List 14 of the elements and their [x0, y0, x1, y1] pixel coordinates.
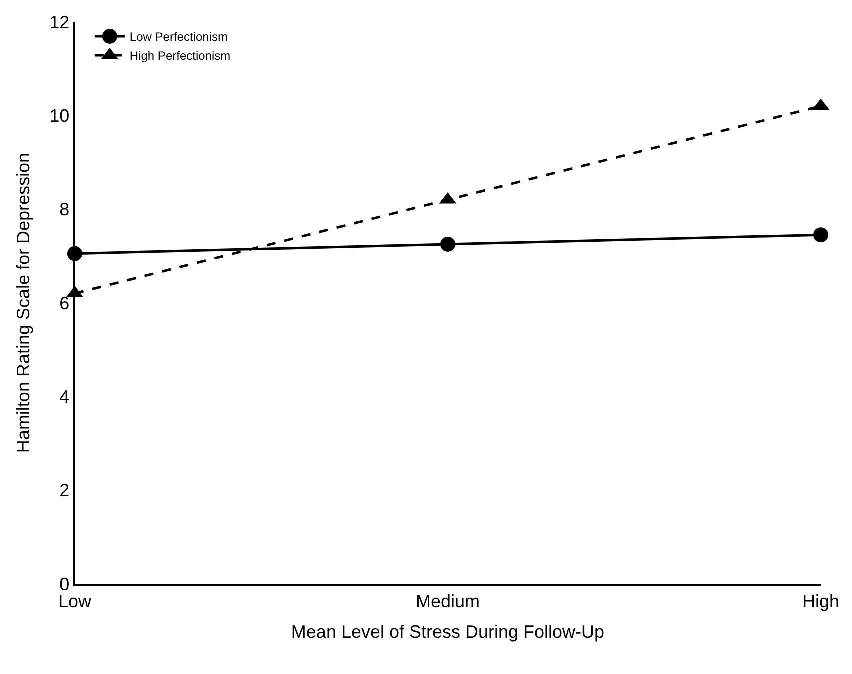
y-tick-label: 4 [60, 386, 70, 407]
y-axis-title: Hamilton Rating Scale for Depression [13, 152, 34, 454]
point [440, 236, 456, 252]
y-tick-label: 2 [60, 480, 70, 501]
y-tick-label: 10 [50, 106, 70, 126]
x-axis-title: Mean Level of Stress During Follow-Up [291, 622, 605, 642]
y-tick-label: 6 [60, 293, 70, 314]
legend-label: High Perfectionism [130, 49, 231, 64]
x-tick-label: High [802, 591, 840, 612]
point [814, 228, 828, 243]
y-tick-label: 8 [60, 200, 70, 220]
x-tick-label: Medium [416, 591, 480, 612]
legend-label: Low Perfectionism [130, 30, 228, 44]
y-tick-label: 12 [50, 12, 70, 32]
